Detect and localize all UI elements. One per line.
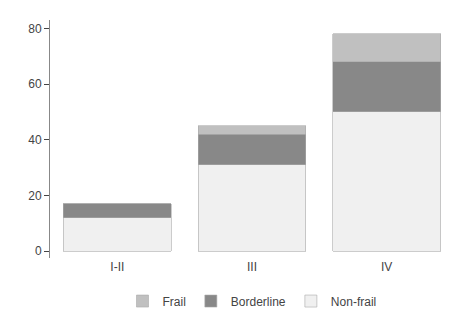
svg-text:20: 20	[28, 189, 42, 203]
svg-text:0: 0	[35, 244, 42, 258]
svg-text:Non-frail: Non-frail	[331, 295, 376, 309]
svg-text:60: 60	[28, 77, 42, 91]
svg-text:Frail: Frail	[163, 295, 186, 309]
svg-text:I-II: I-II	[110, 260, 124, 274]
svg-text:80: 80	[28, 22, 42, 36]
svg-text:Borderline: Borderline	[231, 295, 286, 309]
svg-text:40: 40	[28, 133, 42, 147]
svg-text:IV: IV	[381, 260, 392, 274]
svg-text:III: III	[247, 260, 257, 274]
